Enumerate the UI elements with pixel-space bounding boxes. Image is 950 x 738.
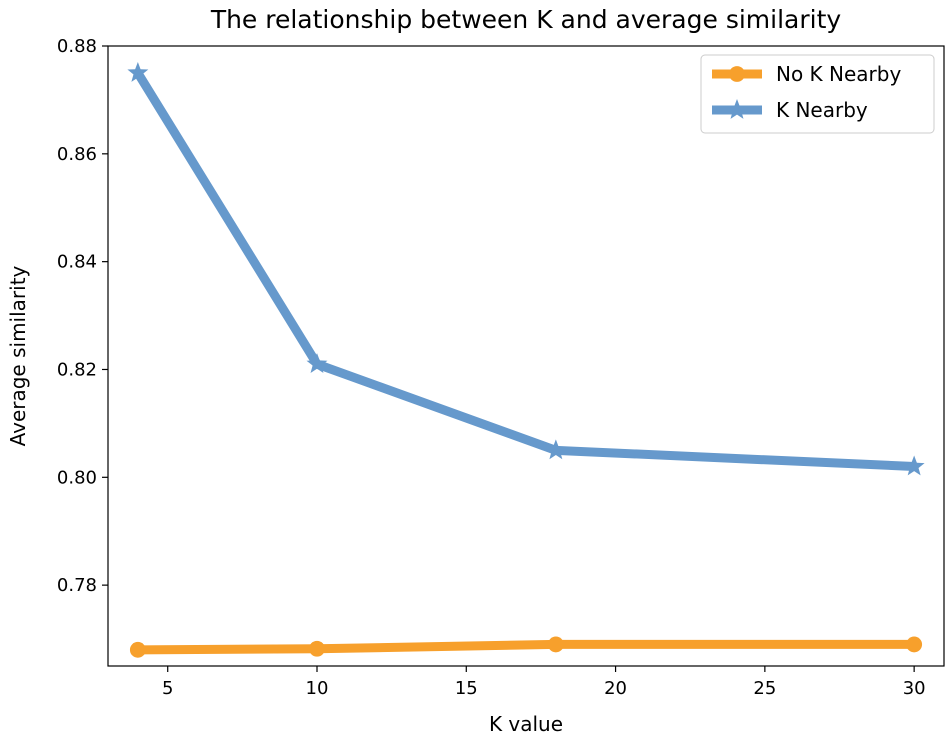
series-line-k-nearby [133,68,919,472]
plot-frame [107,45,945,667]
x-axis-label: K value [489,712,563,736]
data-point-no-k-nearby [129,641,146,658]
y-tick-label: 0.82 [57,359,97,380]
y-tick-label: 0.78 [57,575,97,596]
legend-marker-no-k-nearby [729,66,745,82]
plot-series [127,61,925,658]
x-axis-ticks: 5 10 15 20 25 30 [162,666,926,699]
data-point-no-k-nearby [309,640,325,657]
data-point-k-nearby [545,439,567,460]
x-tick-label: 20 [604,678,627,699]
x-tick-label: 30 [903,678,926,699]
chart-title: The relationship between K and average s… [210,5,842,34]
legend: No K Nearby K Nearby [700,54,935,134]
legend-marker-k-nearby [726,99,748,119]
data-point-no-k-nearby [547,636,564,653]
y-axis-ticks: 0.78 0.80 0.82 0.84 0.86 0.88 [57,36,108,596]
legend-label-k-nearby: K Nearby [776,98,868,122]
data-point-k-nearby [903,455,925,476]
x-tick-label: 25 [753,678,776,699]
data-point-k-nearby [127,61,149,82]
y-axis-label: Average similarity [6,265,30,446]
y-tick-label: 0.86 [57,144,97,165]
y-tick-label: 0.84 [57,252,97,273]
x-tick-label: 10 [306,678,329,699]
series-line-no-k-nearby [133,639,919,655]
data-point-k-nearby [306,353,328,373]
x-tick-label: 5 [162,678,173,699]
x-tick-label: 15 [455,678,478,699]
y-tick-label: 0.80 [57,467,97,488]
data-point-no-k-nearby [906,636,923,653]
y-tick-label: 0.88 [57,36,97,57]
legend-label-no-k-nearby: No K Nearby [776,62,901,86]
